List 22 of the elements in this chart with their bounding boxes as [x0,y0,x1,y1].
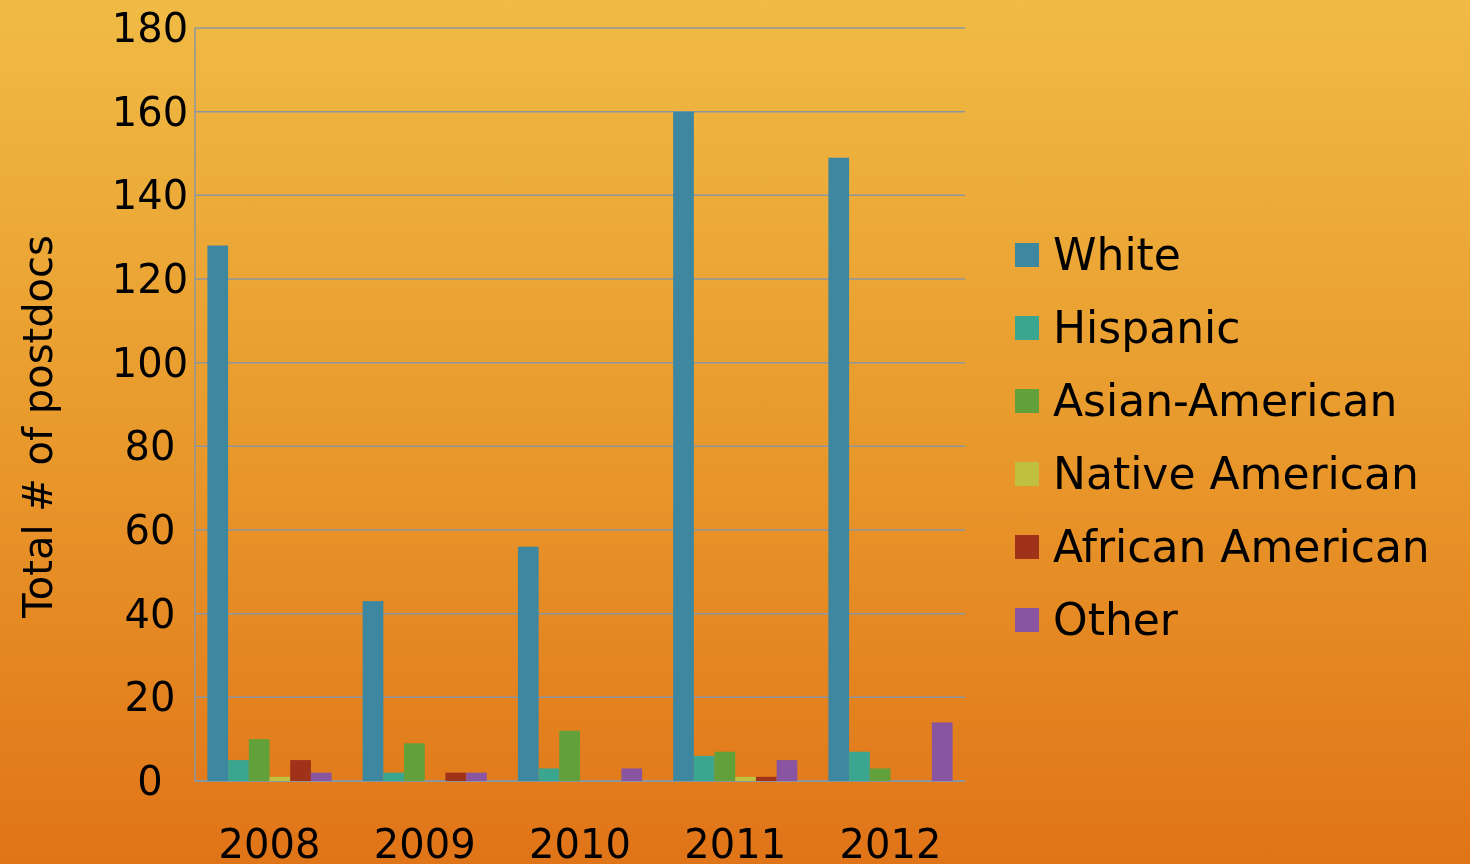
y-tick-label: 180 [111,5,189,51]
x-tick-label: 2008 [218,821,321,864]
y-tick-label: 80 [124,423,176,470]
x-tick-label: 2012 [839,821,942,864]
y-tick-label: 20 [124,674,176,721]
legend-label: Hispanic [1053,302,1241,354]
y-tick-label: 160 [111,88,189,135]
y-tick-label: 40 [124,590,176,637]
y-tick-label: 60 [124,507,176,553]
y-tick-label: 120 [111,256,189,302]
legend-label: Asian-American [1053,375,1398,427]
x-tick-label: 2009 [373,821,476,864]
legend-label: White [1053,229,1181,281]
legend-label: Other [1053,594,1179,646]
y-tick-label: 0 [137,758,163,804]
y-tick-label: 140 [111,172,189,219]
y-axis-title: Total # of postdocs [15,235,61,619]
x-tick-label: 2011 [684,821,787,864]
legend-label: Native American [1053,448,1419,500]
x-tick-label: 2010 [529,821,631,864]
y-tick-label: 100 [111,339,189,386]
legend-label: African American [1053,521,1430,573]
